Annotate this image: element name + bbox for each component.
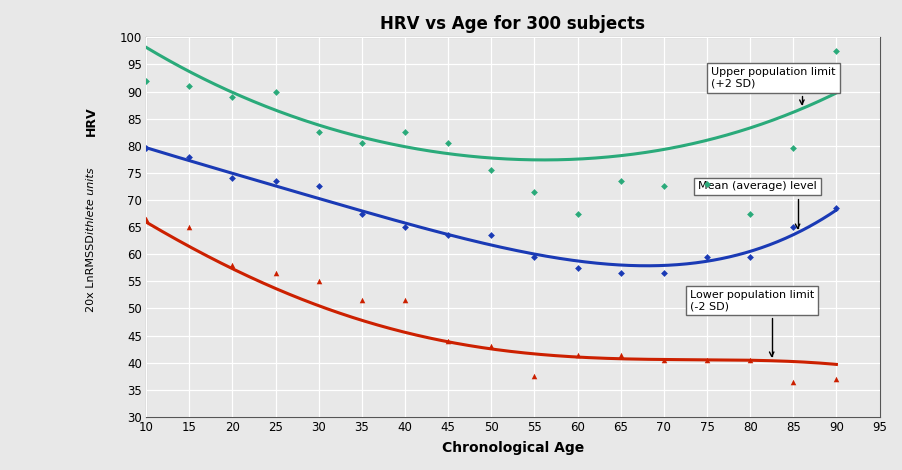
Point bbox=[527, 188, 541, 196]
Point bbox=[182, 153, 197, 160]
Text: HRV: HRV bbox=[85, 106, 97, 136]
Point bbox=[700, 253, 714, 261]
Point bbox=[743, 210, 758, 217]
Text: ithlete units: ithlete units bbox=[86, 167, 97, 234]
Point bbox=[700, 356, 714, 364]
Point bbox=[139, 215, 153, 223]
Point bbox=[398, 297, 412, 304]
Point bbox=[657, 269, 671, 277]
Point bbox=[829, 375, 843, 383]
Point bbox=[484, 232, 499, 239]
Point bbox=[786, 223, 800, 231]
Point bbox=[226, 174, 240, 182]
Point bbox=[311, 278, 326, 285]
Text: Lower population limit
(-2 SD): Lower population limit (-2 SD) bbox=[690, 290, 814, 356]
Point bbox=[657, 356, 671, 364]
Point bbox=[484, 166, 499, 174]
Point bbox=[527, 253, 541, 261]
Point bbox=[354, 210, 369, 217]
Point bbox=[570, 264, 584, 272]
Point bbox=[268, 177, 282, 185]
Point bbox=[613, 269, 628, 277]
Point bbox=[226, 93, 240, 101]
Point bbox=[311, 183, 326, 190]
Point bbox=[743, 253, 758, 261]
Point bbox=[398, 128, 412, 136]
Title: HRV vs Age for 300 subjects: HRV vs Age for 300 subjects bbox=[381, 15, 645, 33]
Point bbox=[182, 223, 197, 231]
Point bbox=[484, 343, 499, 350]
Point bbox=[570, 210, 584, 217]
Point bbox=[441, 139, 456, 147]
Point bbox=[311, 128, 326, 136]
Point bbox=[786, 145, 800, 152]
X-axis label: Chronological Age: Chronological Age bbox=[442, 441, 584, 455]
Point bbox=[226, 261, 240, 269]
Point bbox=[268, 269, 282, 277]
Point bbox=[570, 351, 584, 358]
Point bbox=[613, 177, 628, 185]
Point bbox=[613, 351, 628, 358]
Point bbox=[139, 145, 153, 152]
Point bbox=[139, 77, 153, 85]
Text: 20x LnRMSSD: 20x LnRMSSD bbox=[86, 234, 97, 312]
Point bbox=[527, 372, 541, 380]
Point bbox=[743, 356, 758, 364]
Point bbox=[441, 337, 456, 345]
Point bbox=[829, 47, 843, 55]
Text: Mean (average) level: Mean (average) level bbox=[698, 181, 817, 228]
Point bbox=[354, 139, 369, 147]
Point bbox=[441, 232, 456, 239]
Point bbox=[657, 183, 671, 190]
Point bbox=[268, 88, 282, 95]
Point bbox=[354, 297, 369, 304]
Point bbox=[700, 180, 714, 188]
Point bbox=[398, 223, 412, 231]
Point bbox=[829, 204, 843, 212]
Text: Upper population limit
(+2 SD): Upper population limit (+2 SD) bbox=[712, 67, 836, 104]
Point bbox=[786, 378, 800, 385]
Point bbox=[182, 82, 197, 90]
